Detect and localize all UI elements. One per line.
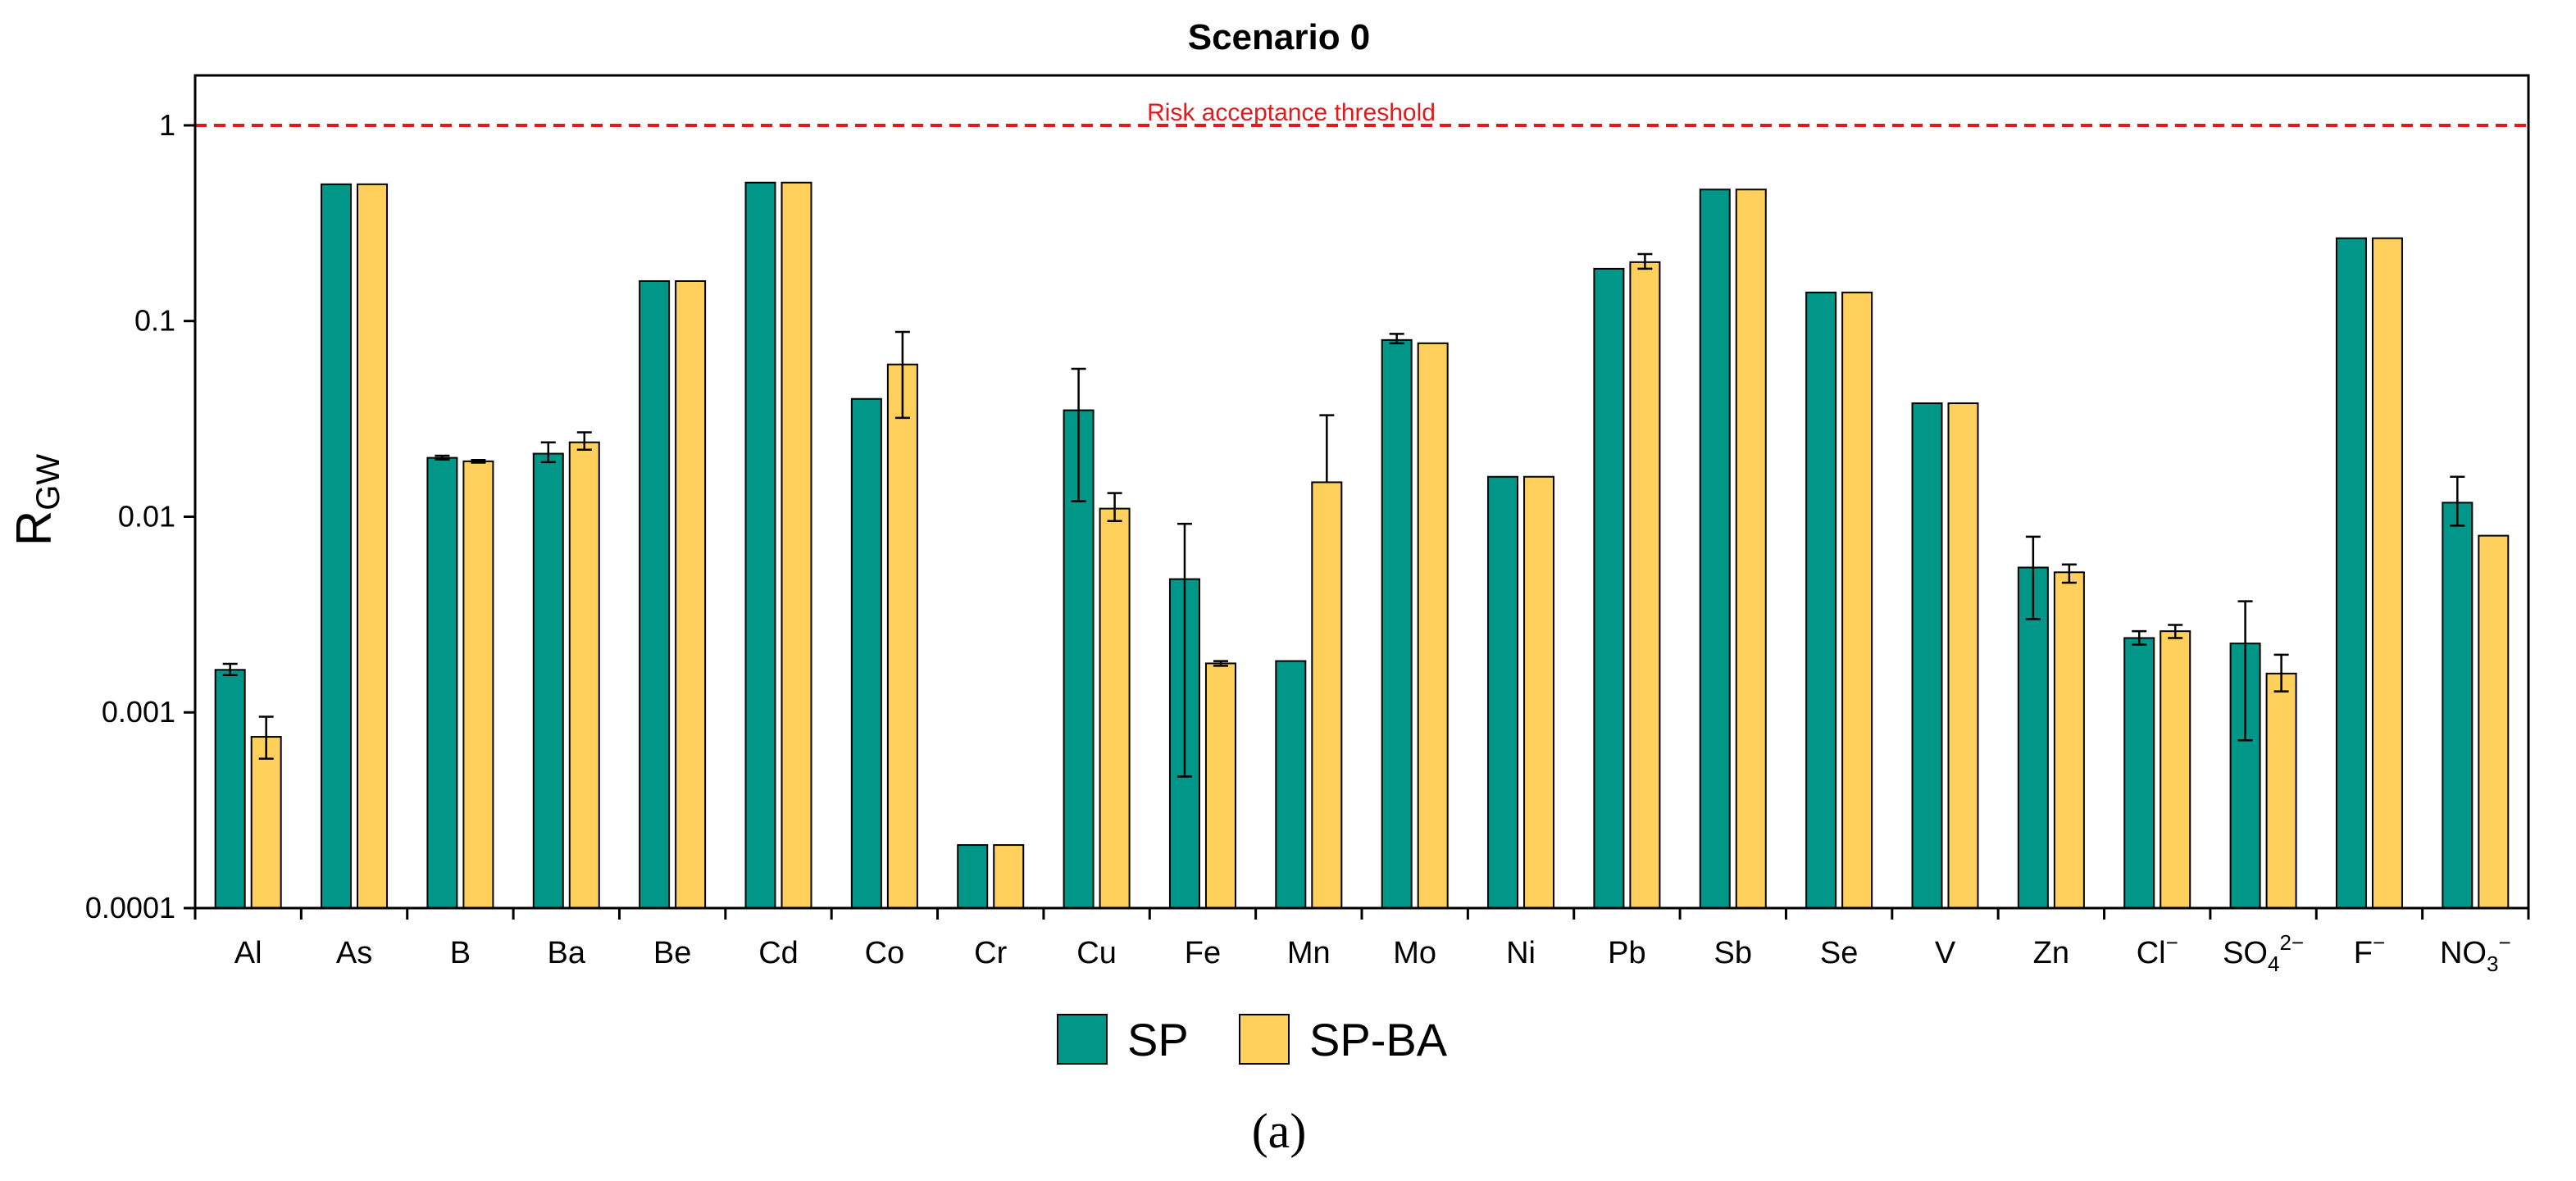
x-tick-label: NO3− (2440, 930, 2511, 976)
bar-sp-ba-so (2265, 672, 2297, 909)
legend: SP SP-BA (1057, 1014, 1448, 1065)
y-axis-label-main: R (7, 511, 61, 546)
bar-sp-f (2335, 237, 2367, 909)
bar-sp-no (2442, 502, 2474, 909)
y-tick-label: 1 (159, 108, 175, 142)
y-tick-label: 0.001 (102, 695, 175, 729)
bar-sp-pb (1593, 267, 1625, 910)
x-tick-label: F− (2354, 930, 2385, 970)
bar-sp-ba-cu (1099, 507, 1131, 909)
legend-label-sp: SP (1127, 1014, 1189, 1065)
y-axis-label-sub: GW (30, 454, 66, 511)
bar-sp-ni (1487, 475, 1519, 909)
error-bars (222, 252, 2465, 778)
bar-sp-co (850, 397, 882, 909)
bar-sp-cr (957, 844, 989, 909)
chart-title: Scenario 0 (1188, 17, 1371, 57)
x-tick-label: Se (1820, 936, 1858, 970)
y-tick-label: 0.1 (134, 304, 175, 338)
y-axis-label: RGW (7, 454, 66, 546)
x-tick-label: Mo (1393, 936, 1436, 970)
bar-sp-ba-cr (993, 844, 1025, 909)
x-tick-label: Ni (1506, 936, 1536, 970)
bar-sp-ba-pb (1629, 261, 1661, 909)
bar-sp-ba-cd (781, 181, 812, 910)
x-tick-label: V (1935, 936, 1956, 970)
bar-sp-ba-zn (2053, 571, 2085, 909)
bar-sp-ba (532, 452, 564, 909)
y-tick-label: 0.01 (118, 499, 175, 533)
bar-sp-ba-no (2478, 534, 2510, 910)
bar-sp-al (214, 669, 246, 910)
x-tick-label: B (450, 936, 471, 970)
bar-sp-cl (2123, 637, 2155, 909)
bar-sp-ba-fe (1204, 662, 1236, 910)
x-tick-label: Cd (758, 936, 799, 970)
y-axis-ticks: 0.0001 0.001 0.01 0.1 1 (85, 108, 195, 924)
x-tick-label: As (336, 936, 372, 970)
bar-sp-ba-cl (2160, 630, 2191, 910)
bar-sp-se (1805, 291, 1837, 909)
bar-sp-ba-co (886, 363, 918, 909)
legend-swatch-sp (1057, 1014, 1108, 1065)
x-tick-label: Mn (1287, 936, 1331, 970)
figure-caption: (a) (1252, 1104, 1307, 1158)
bar-sp-ba-b (462, 460, 494, 909)
threshold-label: Risk acceptance threshold (1147, 99, 1436, 126)
bar-sp-ba-be (675, 279, 707, 909)
bar-sp-ba-se (1841, 291, 1873, 909)
x-tick-label: Zn (2033, 936, 2069, 970)
bar-sp-ba-ba (568, 441, 600, 909)
bar-sp-ba-ni (1523, 475, 1555, 909)
x-tick-label: Ba (548, 936, 586, 970)
y-tick-label: 0.0001 (85, 891, 175, 924)
bar-sp-ba-mo (1417, 342, 1449, 910)
bar-sp-mn (1275, 660, 1307, 909)
bar-sp-ba-mn (1311, 481, 1343, 909)
x-tick-label: Al (234, 936, 262, 970)
bar-sp-ba-v (1947, 402, 1979, 909)
bar-sp-be (639, 279, 671, 909)
x-tick-label: Cu (1076, 936, 1117, 970)
bar-sp-cd (744, 181, 776, 910)
x-tick-label: Fe (1185, 936, 1221, 970)
x-tick-label: Be (653, 936, 691, 970)
bar-sp-sb (1699, 189, 1731, 910)
plot-frame (193, 74, 2530, 910)
bar-sp-ba-sb (1735, 189, 1767, 910)
legend-label-sp-ba: SP-BA (1309, 1014, 1448, 1065)
bar-sp-mo (1381, 338, 1413, 909)
bar-sp-ba-al (250, 736, 282, 909)
x-tick-label: Sb (1714, 936, 1752, 970)
bar-sp-b (426, 457, 458, 909)
x-tick-label: Cl− (2137, 930, 2178, 970)
bars (214, 181, 2510, 910)
bar-sp-v (1911, 402, 1943, 909)
bar-sp-ba-as (357, 183, 389, 910)
x-tick-label: Cr (974, 936, 1007, 970)
x-tick-label: SO42− (2223, 930, 2304, 976)
bar-sp-ba-f (2371, 237, 2403, 909)
x-axis-categories: Al As B Ba Be Cd Co Cr Cu Fe Mn Mo Ni Pb Sb Se V Zn Cl− SO4… (193, 908, 2530, 976)
legend-swatch-sp-ba (1239, 1014, 1290, 1065)
x-tick-label: Co (865, 936, 905, 970)
bar-sp-as (321, 183, 353, 910)
x-tick-label: Pb (1608, 936, 1645, 970)
